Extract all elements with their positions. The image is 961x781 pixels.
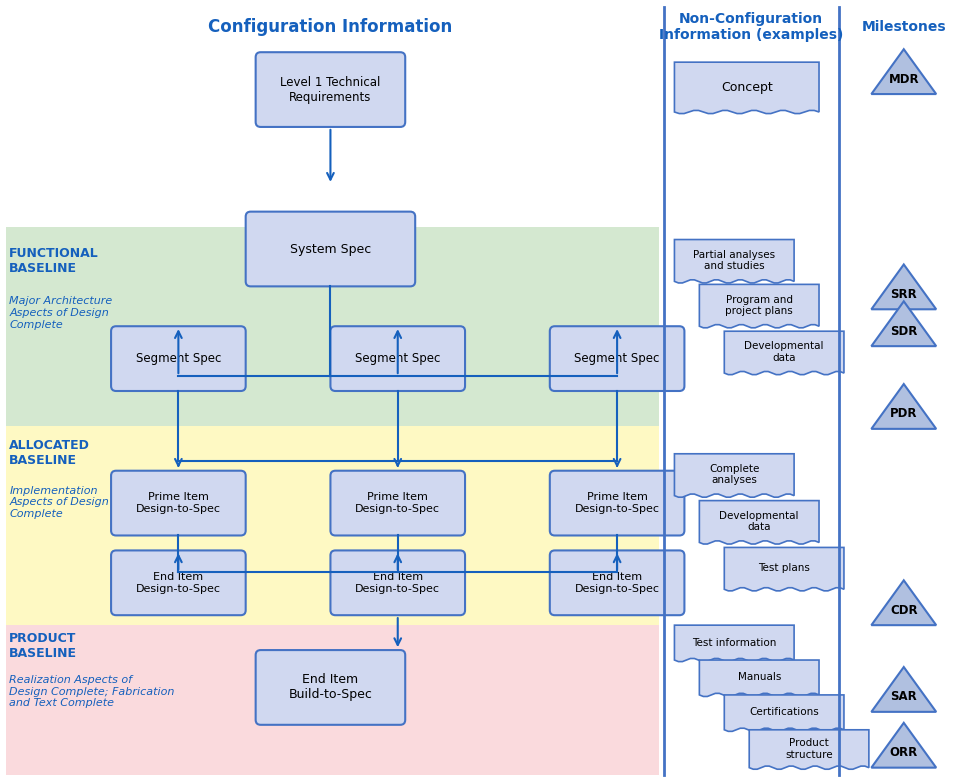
PathPatch shape <box>699 284 818 328</box>
Text: SDR: SDR <box>889 325 917 337</box>
Text: MDR: MDR <box>888 73 918 86</box>
FancyBboxPatch shape <box>7 625 659 775</box>
FancyBboxPatch shape <box>111 471 245 536</box>
Text: Test information: Test information <box>691 637 776 647</box>
Text: Concept: Concept <box>720 80 772 94</box>
FancyBboxPatch shape <box>550 471 683 536</box>
Text: Major Architecture
Aspects of Design
Complete: Major Architecture Aspects of Design Com… <box>10 296 112 330</box>
PathPatch shape <box>699 660 818 697</box>
Polygon shape <box>871 722 935 768</box>
Polygon shape <box>871 580 935 625</box>
PathPatch shape <box>724 695 843 731</box>
Text: Certifications: Certifications <box>749 708 818 718</box>
PathPatch shape <box>724 547 843 591</box>
FancyBboxPatch shape <box>7 226 659 426</box>
FancyBboxPatch shape <box>256 650 405 725</box>
Text: PDR: PDR <box>889 408 917 420</box>
Text: End Item
Build-to-Spec: End Item Build-to-Spec <box>288 673 372 701</box>
Polygon shape <box>871 49 935 94</box>
Text: CDR: CDR <box>889 604 917 617</box>
Text: Level 1 Technical
Requirements: Level 1 Technical Requirements <box>280 76 381 104</box>
Text: Developmental
data: Developmental data <box>719 511 799 533</box>
Text: Prime Item
Design-to-Spec: Prime Item Design-to-Spec <box>574 492 659 514</box>
Text: System Spec: System Spec <box>289 243 371 255</box>
FancyBboxPatch shape <box>256 52 405 127</box>
FancyBboxPatch shape <box>111 551 245 615</box>
Text: Complete
analyses: Complete analyses <box>708 464 758 486</box>
PathPatch shape <box>674 625 793 662</box>
Polygon shape <box>871 301 935 346</box>
FancyBboxPatch shape <box>111 326 245 391</box>
Text: SRR: SRR <box>890 288 916 301</box>
Text: Implementation
Aspects of Design
Complete: Implementation Aspects of Design Complet… <box>10 486 109 519</box>
Text: SAR: SAR <box>890 690 916 704</box>
Polygon shape <box>871 265 935 309</box>
Text: Realization Aspects of
Design Complete; Fabrication
and Text Complete: Realization Aspects of Design Complete; … <box>10 675 175 708</box>
Polygon shape <box>871 667 935 711</box>
FancyBboxPatch shape <box>245 212 415 287</box>
FancyBboxPatch shape <box>550 326 683 391</box>
Polygon shape <box>871 384 935 429</box>
Text: Manuals: Manuals <box>737 672 780 683</box>
Text: Product
structure: Product structure <box>784 738 832 759</box>
PathPatch shape <box>699 501 818 544</box>
Text: Prime Item
Design-to-Spec: Prime Item Design-to-Spec <box>355 492 440 514</box>
Text: Segment Spec: Segment Spec <box>136 352 221 365</box>
PathPatch shape <box>674 454 793 497</box>
Text: Developmental
data: Developmental data <box>744 341 823 363</box>
FancyBboxPatch shape <box>330 551 464 615</box>
Text: Test plans: Test plans <box>757 563 809 573</box>
Text: Configuration Information: Configuration Information <box>209 18 452 36</box>
Text: ALLOCATED
BASELINE: ALLOCATED BASELINE <box>10 439 90 467</box>
Text: Segment Spec: Segment Spec <box>574 352 659 365</box>
FancyBboxPatch shape <box>7 426 659 625</box>
PathPatch shape <box>749 729 868 769</box>
PathPatch shape <box>674 62 818 113</box>
Text: Program and
project plans: Program and project plans <box>725 294 792 316</box>
FancyBboxPatch shape <box>330 471 464 536</box>
PathPatch shape <box>724 331 843 375</box>
Text: End Item
Design-to-Spec: End Item Design-to-Spec <box>574 572 659 594</box>
FancyBboxPatch shape <box>330 326 464 391</box>
Text: PRODUCT
BASELINE: PRODUCT BASELINE <box>10 632 77 660</box>
Text: Partial analyses
and studies: Partial analyses and studies <box>693 250 775 271</box>
Text: ORR: ORR <box>889 746 917 759</box>
PathPatch shape <box>674 240 793 283</box>
Text: End Item
Design-to-Spec: End Item Design-to-Spec <box>136 572 221 594</box>
Text: End Item
Design-to-Spec: End Item Design-to-Spec <box>355 572 440 594</box>
FancyBboxPatch shape <box>550 551 683 615</box>
Text: Segment Spec: Segment Spec <box>355 352 440 365</box>
Text: Non-Configuration
Information (examples): Non-Configuration Information (examples) <box>658 12 843 42</box>
Text: Milestones: Milestones <box>860 20 945 34</box>
Text: FUNCTIONAL
BASELINE: FUNCTIONAL BASELINE <box>10 247 99 274</box>
Text: Prime Item
Design-to-Spec: Prime Item Design-to-Spec <box>136 492 221 514</box>
